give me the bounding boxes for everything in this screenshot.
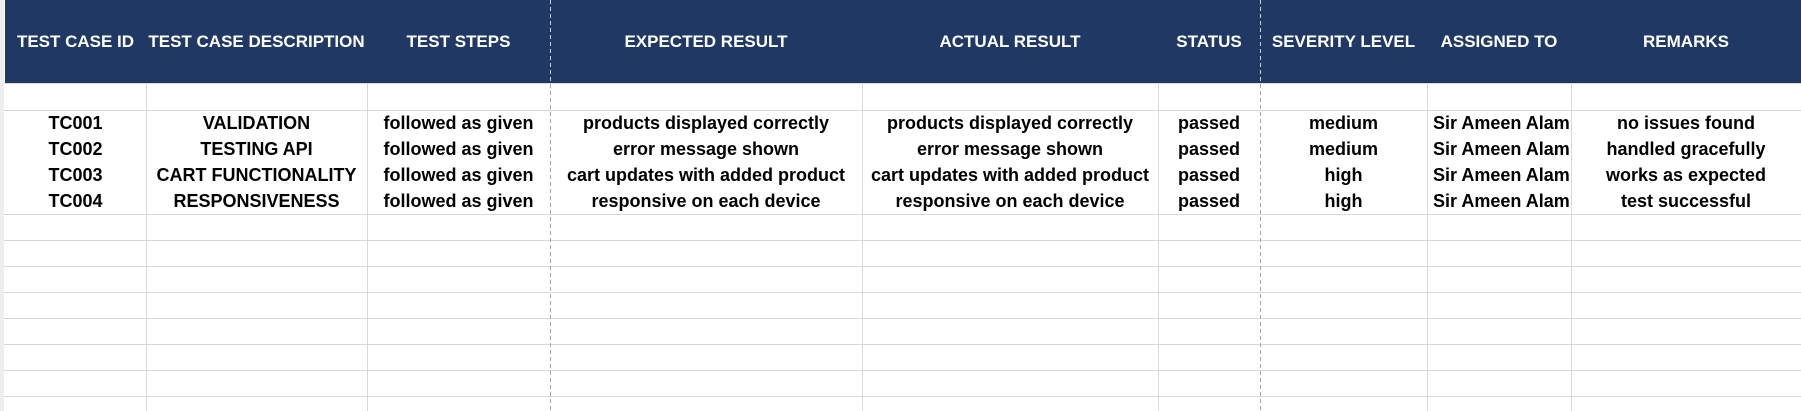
cell-actual-result[interactable]: products displayed correctly bbox=[886, 113, 1134, 133]
cell-remarks[interactable]: test successful bbox=[1620, 191, 1752, 211]
cell-remarks[interactable]: no issues found bbox=[1616, 113, 1755, 133]
cell-assigned-to[interactable]: Sir Ameen Alam bbox=[1433, 165, 1570, 185]
cell-actual-result[interactable]: error message shown bbox=[916, 139, 1104, 159]
cell-severity-level[interactable]: high bbox=[1324, 191, 1363, 211]
cell-assigned-to[interactable]: Sir Ameen Alam bbox=[1433, 113, 1570, 133]
header-cell-expected-result[interactable]: EXPECTED RESULT bbox=[550, 0, 862, 83]
cell-remarks[interactable]: handled gracefully bbox=[1606, 139, 1766, 159]
cell-severity-level[interactable]: high bbox=[1324, 165, 1363, 185]
header-cell-test-steps[interactable]: TEST STEPS bbox=[367, 0, 550, 83]
cell-actual-result[interactable]: cart updates with added product bbox=[870, 165, 1150, 185]
cell-expected-result[interactable]: responsive on each device bbox=[591, 191, 821, 211]
cell-test-case-description[interactable]: CART FUNCTIONALITY bbox=[156, 165, 357, 185]
cell-assigned-to[interactable]: Sir Ameen Alam bbox=[1433, 191, 1570, 211]
cell-remarks[interactable]: works as expected bbox=[1605, 165, 1767, 185]
cell-test-case-id[interactable]: TC001 bbox=[48, 113, 103, 133]
cell-assigned-to[interactable]: Sir Ameen Alam bbox=[1433, 139, 1570, 159]
cell-test-case-id[interactable]: TC004 bbox=[48, 191, 103, 211]
cell-severity-level[interactable]: medium bbox=[1308, 113, 1378, 133]
cell-test-case-description[interactable]: RESPONSIVENESS bbox=[173, 191, 340, 211]
header-cell-actual-result[interactable]: ACTUAL RESULT bbox=[862, 0, 1158, 83]
cell-test-steps[interactable]: followed as given bbox=[383, 165, 534, 185]
cell-test-case-description[interactable]: VALIDATION bbox=[202, 113, 311, 133]
cell-status[interactable]: passed bbox=[1177, 165, 1241, 185]
cell-actual-result[interactable]: responsive on each device bbox=[895, 191, 1125, 211]
header-cell-assigned-to[interactable]: ASSIGNED TO bbox=[1427, 0, 1571, 83]
header-cell-status[interactable]: STATUS bbox=[1158, 0, 1260, 83]
cell-status[interactable]: passed bbox=[1177, 113, 1241, 133]
cell-status[interactable]: passed bbox=[1177, 139, 1241, 159]
header-cell-test-case-description[interactable]: TEST CASE DESCRIPTION bbox=[146, 0, 367, 83]
cell-test-case-description[interactable]: TESTING API bbox=[200, 139, 313, 159]
cell-test-steps[interactable]: followed as given bbox=[383, 139, 534, 159]
cell-test-steps[interactable]: followed as given bbox=[383, 113, 534, 133]
header-cell-severity-level[interactable]: SEVERITY LEVEL bbox=[1260, 0, 1427, 83]
header-cell-test-case-id[interactable]: TEST CASE ID bbox=[5, 0, 146, 83]
row-header-strip bbox=[0, 0, 4, 411]
cell-expected-result[interactable]: products displayed correctly bbox=[582, 113, 830, 133]
header-page-break-overlay bbox=[550, 0, 1261, 83]
cell-severity-level[interactable]: medium bbox=[1308, 139, 1378, 159]
cell-status[interactable]: passed bbox=[1177, 191, 1241, 211]
cell-test-case-id[interactable]: TC002 bbox=[48, 139, 103, 159]
cell-test-case-id[interactable]: TC003 bbox=[48, 165, 103, 185]
header-cell-remarks[interactable]: REMARKS bbox=[1571, 0, 1801, 83]
cell-expected-result[interactable]: error message shown bbox=[612, 139, 800, 159]
cell-expected-result[interactable]: cart updates with added product bbox=[566, 165, 846, 185]
cell-test-steps[interactable]: followed as given bbox=[383, 191, 534, 211]
